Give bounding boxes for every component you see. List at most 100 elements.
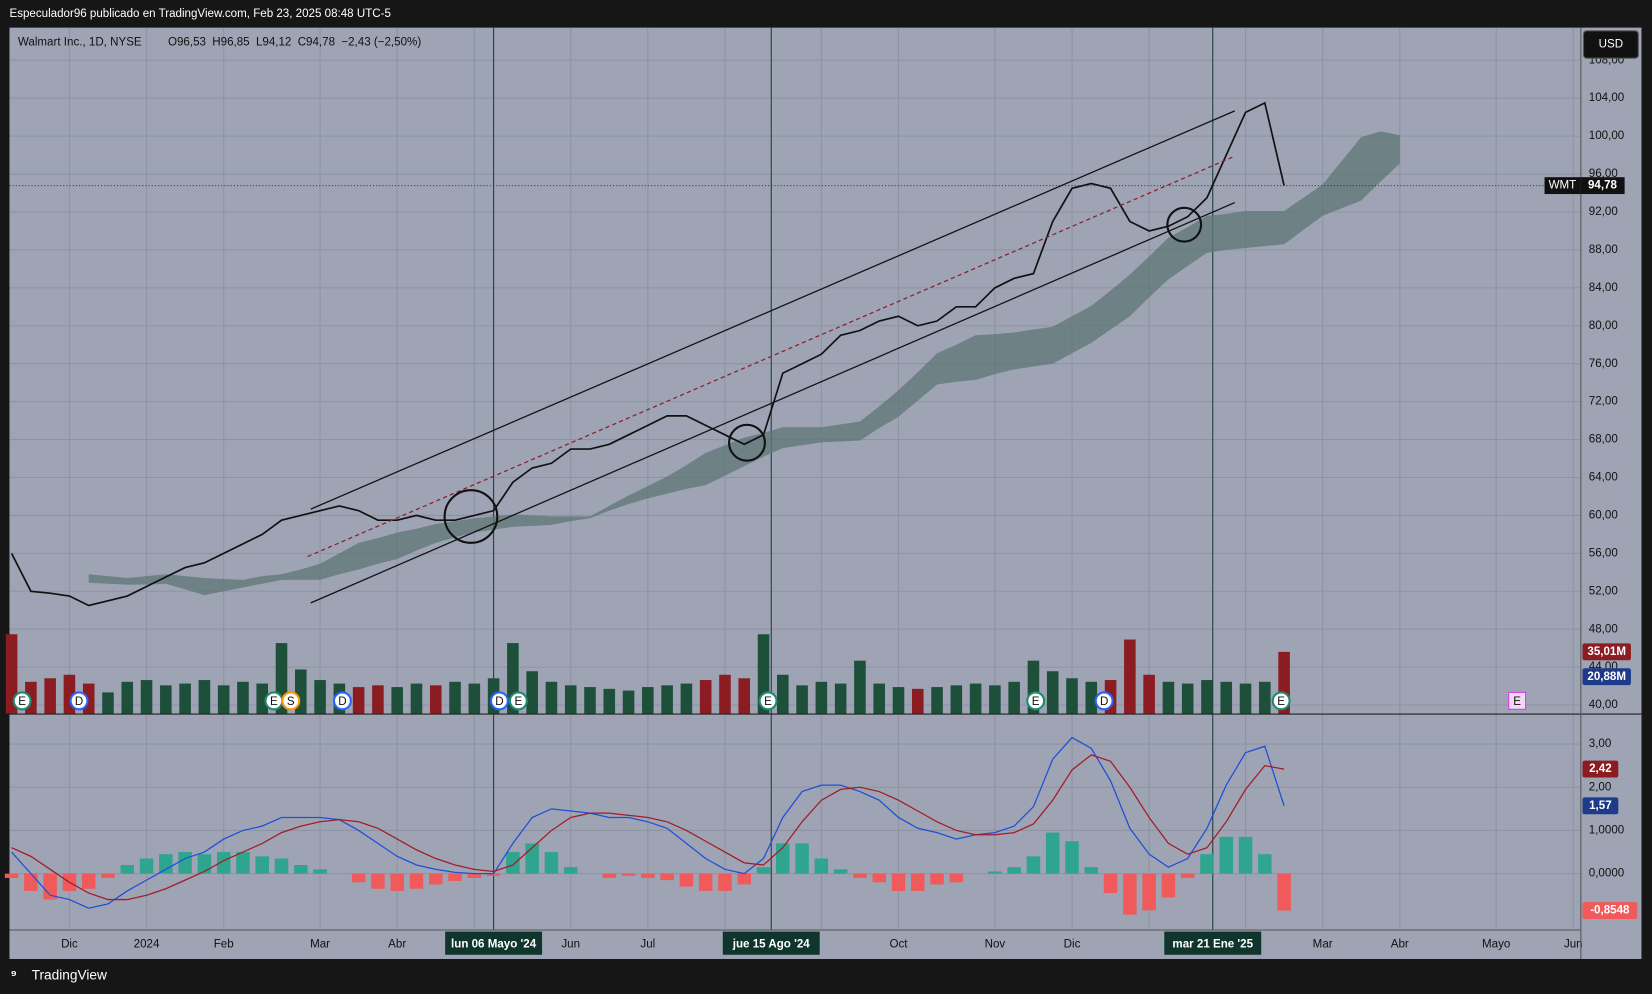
y-tick-label: 64,00 bbox=[1589, 472, 1618, 484]
event-icon[interactable] bbox=[758, 691, 778, 711]
histogram-bar bbox=[853, 873, 867, 878]
volume-bar bbox=[121, 681, 134, 714]
x-tick-label: Jun bbox=[561, 938, 580, 950]
highlight-circle bbox=[1166, 206, 1203, 243]
brand: TradingView bbox=[32, 967, 107, 982]
volume-bar bbox=[1046, 671, 1059, 714]
volume-bar bbox=[1201, 680, 1213, 714]
event-icon[interactable] bbox=[1508, 691, 1527, 710]
currency[interactable]: USD bbox=[1599, 39, 1623, 51]
volume-bar bbox=[352, 687, 365, 714]
volume-bar bbox=[796, 685, 808, 714]
y-tick-label: 52,00 bbox=[1589, 585, 1618, 597]
event-label[interactable]: D bbox=[495, 696, 503, 708]
event-label[interactable]: E bbox=[270, 696, 278, 708]
volume-bar bbox=[429, 685, 442, 714]
x-highlight-box bbox=[1164, 931, 1262, 955]
histogram-bar bbox=[949, 873, 964, 883]
event-label[interactable]: D bbox=[1100, 696, 1108, 708]
histogram-bar bbox=[544, 852, 559, 874]
histogram-bar bbox=[178, 852, 192, 874]
volume-bar bbox=[82, 683, 95, 714]
event-label[interactable]: E bbox=[1277, 696, 1285, 708]
volume-bar bbox=[989, 685, 1001, 714]
volume-bar bbox=[969, 683, 982, 714]
y-tick-label: 1,0000 bbox=[1589, 825, 1624, 837]
y-tick-label: 100,00 bbox=[1589, 130, 1624, 142]
event-label[interactable]: E bbox=[1032, 696, 1040, 708]
x-tick-label: Mar bbox=[310, 938, 330, 950]
y-tick-label: 60,00 bbox=[1589, 509, 1618, 521]
histogram-bar bbox=[795, 843, 809, 874]
histogram-bar bbox=[1084, 867, 1099, 874]
volume-bar bbox=[584, 687, 596, 714]
chart-background bbox=[9, 27, 1642, 959]
x-tick-label: Jun bbox=[1564, 938, 1583, 950]
event-icon[interactable] bbox=[1026, 691, 1046, 711]
volume-bar bbox=[1259, 681, 1271, 714]
x-tick-label: 2024 bbox=[134, 938, 160, 950]
volume-bar bbox=[738, 678, 751, 714]
histogram-bar bbox=[139, 858, 154, 874]
histogram-bar bbox=[988, 871, 1002, 874]
volume-bar bbox=[1027, 660, 1040, 714]
macd-line bbox=[11, 736, 1285, 909]
channel-lower bbox=[310, 201, 1236, 604]
event-label[interactable]: S bbox=[287, 696, 295, 708]
y-tick-label: 72,00 bbox=[1589, 396, 1618, 408]
histogram-bar bbox=[1007, 867, 1021, 874]
volume-bar bbox=[5, 634, 18, 714]
value-badge bbox=[1582, 797, 1619, 815]
value-badge-label: 20,88M bbox=[1587, 671, 1626, 683]
event-icon[interactable] bbox=[69, 691, 89, 711]
volume-bar bbox=[237, 681, 249, 714]
y-tick-label: 76,00 bbox=[1589, 358, 1618, 370]
volume-bar bbox=[911, 688, 924, 714]
event-icon[interactable] bbox=[1271, 691, 1291, 711]
y-tick-label: 88,00 bbox=[1589, 244, 1618, 256]
x-highlight-label: lun 06 Mayo '24 bbox=[451, 938, 537, 950]
value-badge-label: 2,42 bbox=[1589, 763, 1612, 775]
volume-bar bbox=[507, 643, 519, 714]
event-icon[interactable] bbox=[508, 691, 528, 711]
x-highlight-label: jue 15 Ago '24 bbox=[732, 938, 811, 950]
volume-bar bbox=[295, 669, 307, 714]
volume-bar bbox=[410, 683, 423, 714]
y-tick-label: 80,00 bbox=[1589, 320, 1618, 332]
histogram-bar bbox=[371, 873, 385, 889]
event-icon[interactable] bbox=[489, 691, 509, 711]
currency-box[interactable] bbox=[1582, 30, 1639, 59]
drawings bbox=[307, 110, 1236, 604]
event-icon[interactable] bbox=[281, 691, 301, 711]
volume-bar bbox=[314, 680, 326, 714]
event-label[interactable]: D bbox=[338, 696, 346, 708]
histogram-bar bbox=[833, 869, 848, 874]
event-label[interactable]: D bbox=[75, 696, 83, 708]
last-price-box bbox=[1580, 177, 1625, 195]
event-icon[interactable] bbox=[332, 691, 352, 711]
event-icon[interactable] bbox=[12, 691, 32, 711]
volume-bar bbox=[622, 690, 635, 714]
histogram-bar bbox=[602, 873, 617, 878]
last-price-label: 94,78 bbox=[1588, 180, 1618, 192]
x-tick-label: Oct bbox=[889, 938, 908, 950]
value-badge bbox=[1582, 902, 1638, 919]
volume-bar bbox=[526, 671, 538, 714]
histogram-bar bbox=[409, 873, 424, 889]
x-tick-label: Nov bbox=[985, 938, 1006, 950]
x-highlight-box bbox=[722, 931, 820, 955]
volume-bar bbox=[1143, 674, 1155, 714]
event-icon[interactable] bbox=[1094, 691, 1114, 711]
histogram-bar bbox=[4, 873, 19, 878]
histogram-bar bbox=[120, 865, 135, 874]
x-tick-label: Feb bbox=[214, 938, 234, 950]
event-label[interactable]: E bbox=[764, 696, 772, 708]
volume-bar bbox=[1066, 678, 1078, 714]
symbol: WMT bbox=[1549, 180, 1577, 192]
histogram-bar bbox=[621, 873, 636, 876]
event-label[interactable]: E bbox=[1513, 696, 1521, 708]
event-label[interactable]: E bbox=[514, 696, 522, 708]
event-label[interactable]: E bbox=[18, 696, 26, 708]
histogram-bar bbox=[1180, 873, 1195, 878]
